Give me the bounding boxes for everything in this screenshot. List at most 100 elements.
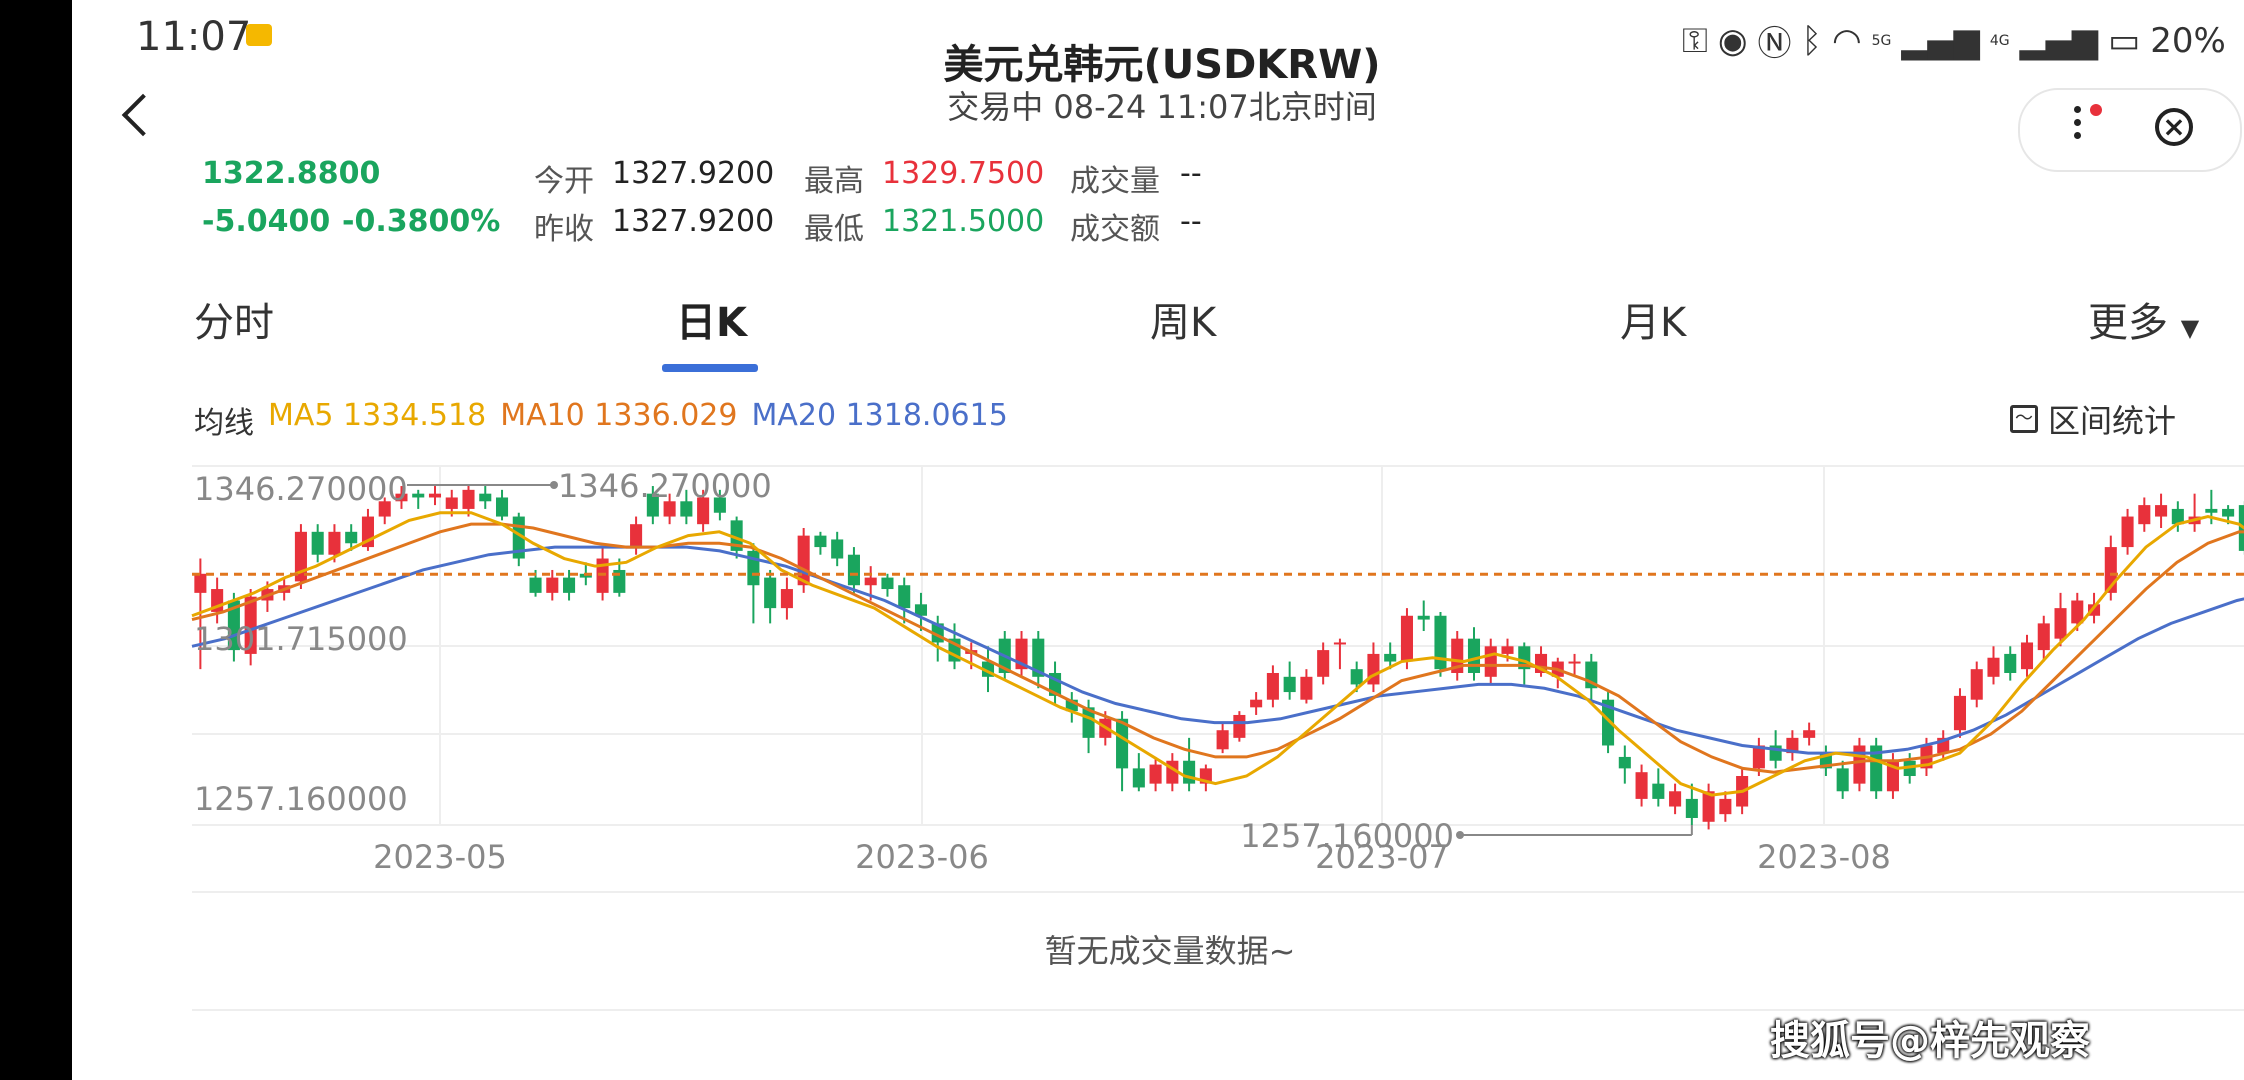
candle-body [1870,745,1883,792]
ma5-line [191,511,2244,797]
candle-body [2121,516,2134,548]
turnover-value: -- [1180,204,1202,239]
volume-label: 成交量 [1070,164,1160,199]
candle-body [311,531,324,555]
volume-value: -- [1180,156,1202,191]
tab-intraday[interactable]: 分时 [194,300,274,346]
candle-body [1568,661,1581,664]
mini-program-capsule [2018,88,2242,172]
candle-body [1400,615,1413,662]
open-value: 1327.9200 [612,156,775,191]
candle-body [1987,657,2000,677]
candle-body [1183,760,1196,784]
candle-body [244,596,257,654]
ma5-value: MA5 1334.518 [268,398,487,433]
y-axis-label: 1301.715000 [194,620,408,658]
app-screen: 11:07 ⚿ ◉ Ⓝ ᛒ ◠ 5G ▂▄▆ 4G ▂▄▆ ▭ 20% 美元兑韩… [72,0,2244,1080]
no-volume-message: 暂无成交量数据~ [1044,932,1296,970]
candle-body [1283,676,1296,693]
mail-notification-icon [246,24,272,46]
candle-body [395,493,408,502]
candle-body [1618,756,1631,769]
candle-body [1836,768,1849,792]
ma10-line [191,522,2244,774]
tab-more-label: 更多 [2088,300,2168,346]
min-annotation-dot [1456,831,1464,839]
low-value: 1321.5000 [882,204,1045,239]
candle-body [1333,642,1346,645]
candle-body [1317,650,1330,677]
price-change-pct: -0.3800% [342,204,501,239]
candle-body [1602,699,1615,746]
candle-body [1953,695,1967,731]
more-menu-icon[interactable] [2074,106,2082,145]
y-axis-label: 1257.160000 [194,780,408,818]
candle-body [445,497,458,509]
candle-body [1300,676,1313,700]
prev-close-label: 昨收 [534,212,594,247]
candle-body [663,501,676,517]
candle-body [2238,505,2244,551]
candle-body [529,577,542,593]
tab-more[interactable]: 更多 ▼ [2088,290,2199,348]
range-stat-button[interactable]: 〜 区间统计 [2010,396,2176,442]
candle-body [563,577,576,593]
candle-body [1669,791,1682,807]
candle-body [747,550,760,586]
candle-body [378,501,391,517]
close-icon[interactable]: × [2155,108,2193,146]
kline-chart[interactable]: 1346.270000 1301.715000 1257.160000 2023-05… [72,0,2244,1080]
min-annotation-label: 1257.160000 [1240,817,1454,855]
candle-body [1082,707,1095,738]
candle-body [1350,669,1363,685]
candle-body [713,497,726,513]
eye-icon: ◉ [1717,20,1748,61]
candle-body [780,589,793,609]
battery-icon: ▭ [2108,20,2141,61]
high-value: 1329.7500 [882,156,1045,191]
candle-body [1417,615,1430,620]
ma-label: 均线 [194,406,254,441]
notification-dot [2090,104,2102,116]
candle-body [1266,672,1279,700]
ma10-value: MA10 1336.029 [500,398,738,433]
wifi-icon: ◠ [1831,20,1862,61]
candle-body [1685,798,1698,818]
candle-body [1032,638,1045,677]
candle-body [864,577,877,586]
candle-body [546,577,559,593]
status-icons: ⚿ ◉ Ⓝ ᛒ ◠ 5G ▂▄▆ 4G ▂▄▆ ▭ 20% [1682,16,2226,65]
candle-body [2071,600,2084,624]
candle-body [462,489,475,509]
candle-body [495,497,509,517]
candle-body [1250,699,1263,708]
price-change: -5.0400 [202,204,331,239]
candle-body [194,573,207,593]
y-axis-label: 1346.270000 [194,470,408,508]
candle-body [1702,791,1715,822]
candle-body [680,501,693,517]
battery-level: 20% [2150,20,2226,61]
candle-body [1216,730,1229,750]
candle-body [847,554,860,586]
tab-daily[interactable]: 日K [676,300,747,346]
candle-body [814,535,827,548]
x-axis-label: 2023-05 [373,838,507,876]
candle-body [1635,772,1648,799]
candle-body [1116,718,1129,769]
candle-body [2155,505,2168,517]
tab-monthly[interactable]: 月K [1620,300,1687,346]
bluetooth-icon: ᛒ [1801,20,1822,61]
candle-body [630,524,643,548]
candle-body [646,493,659,517]
nfc-icon: Ⓝ [1757,24,1792,64]
candle-body [730,520,743,551]
tab-active-indicator [662,364,758,372]
candle-body [697,497,710,525]
candle-body [2020,642,2034,670]
candle-body [1384,653,1397,662]
watermark: 搜狐号@梓先观察 [1770,1018,2090,1064]
candle-body [1752,745,1765,769]
tab-weekly[interactable]: 周K [1150,300,1217,346]
signal-5g: 5G [1871,32,1892,49]
